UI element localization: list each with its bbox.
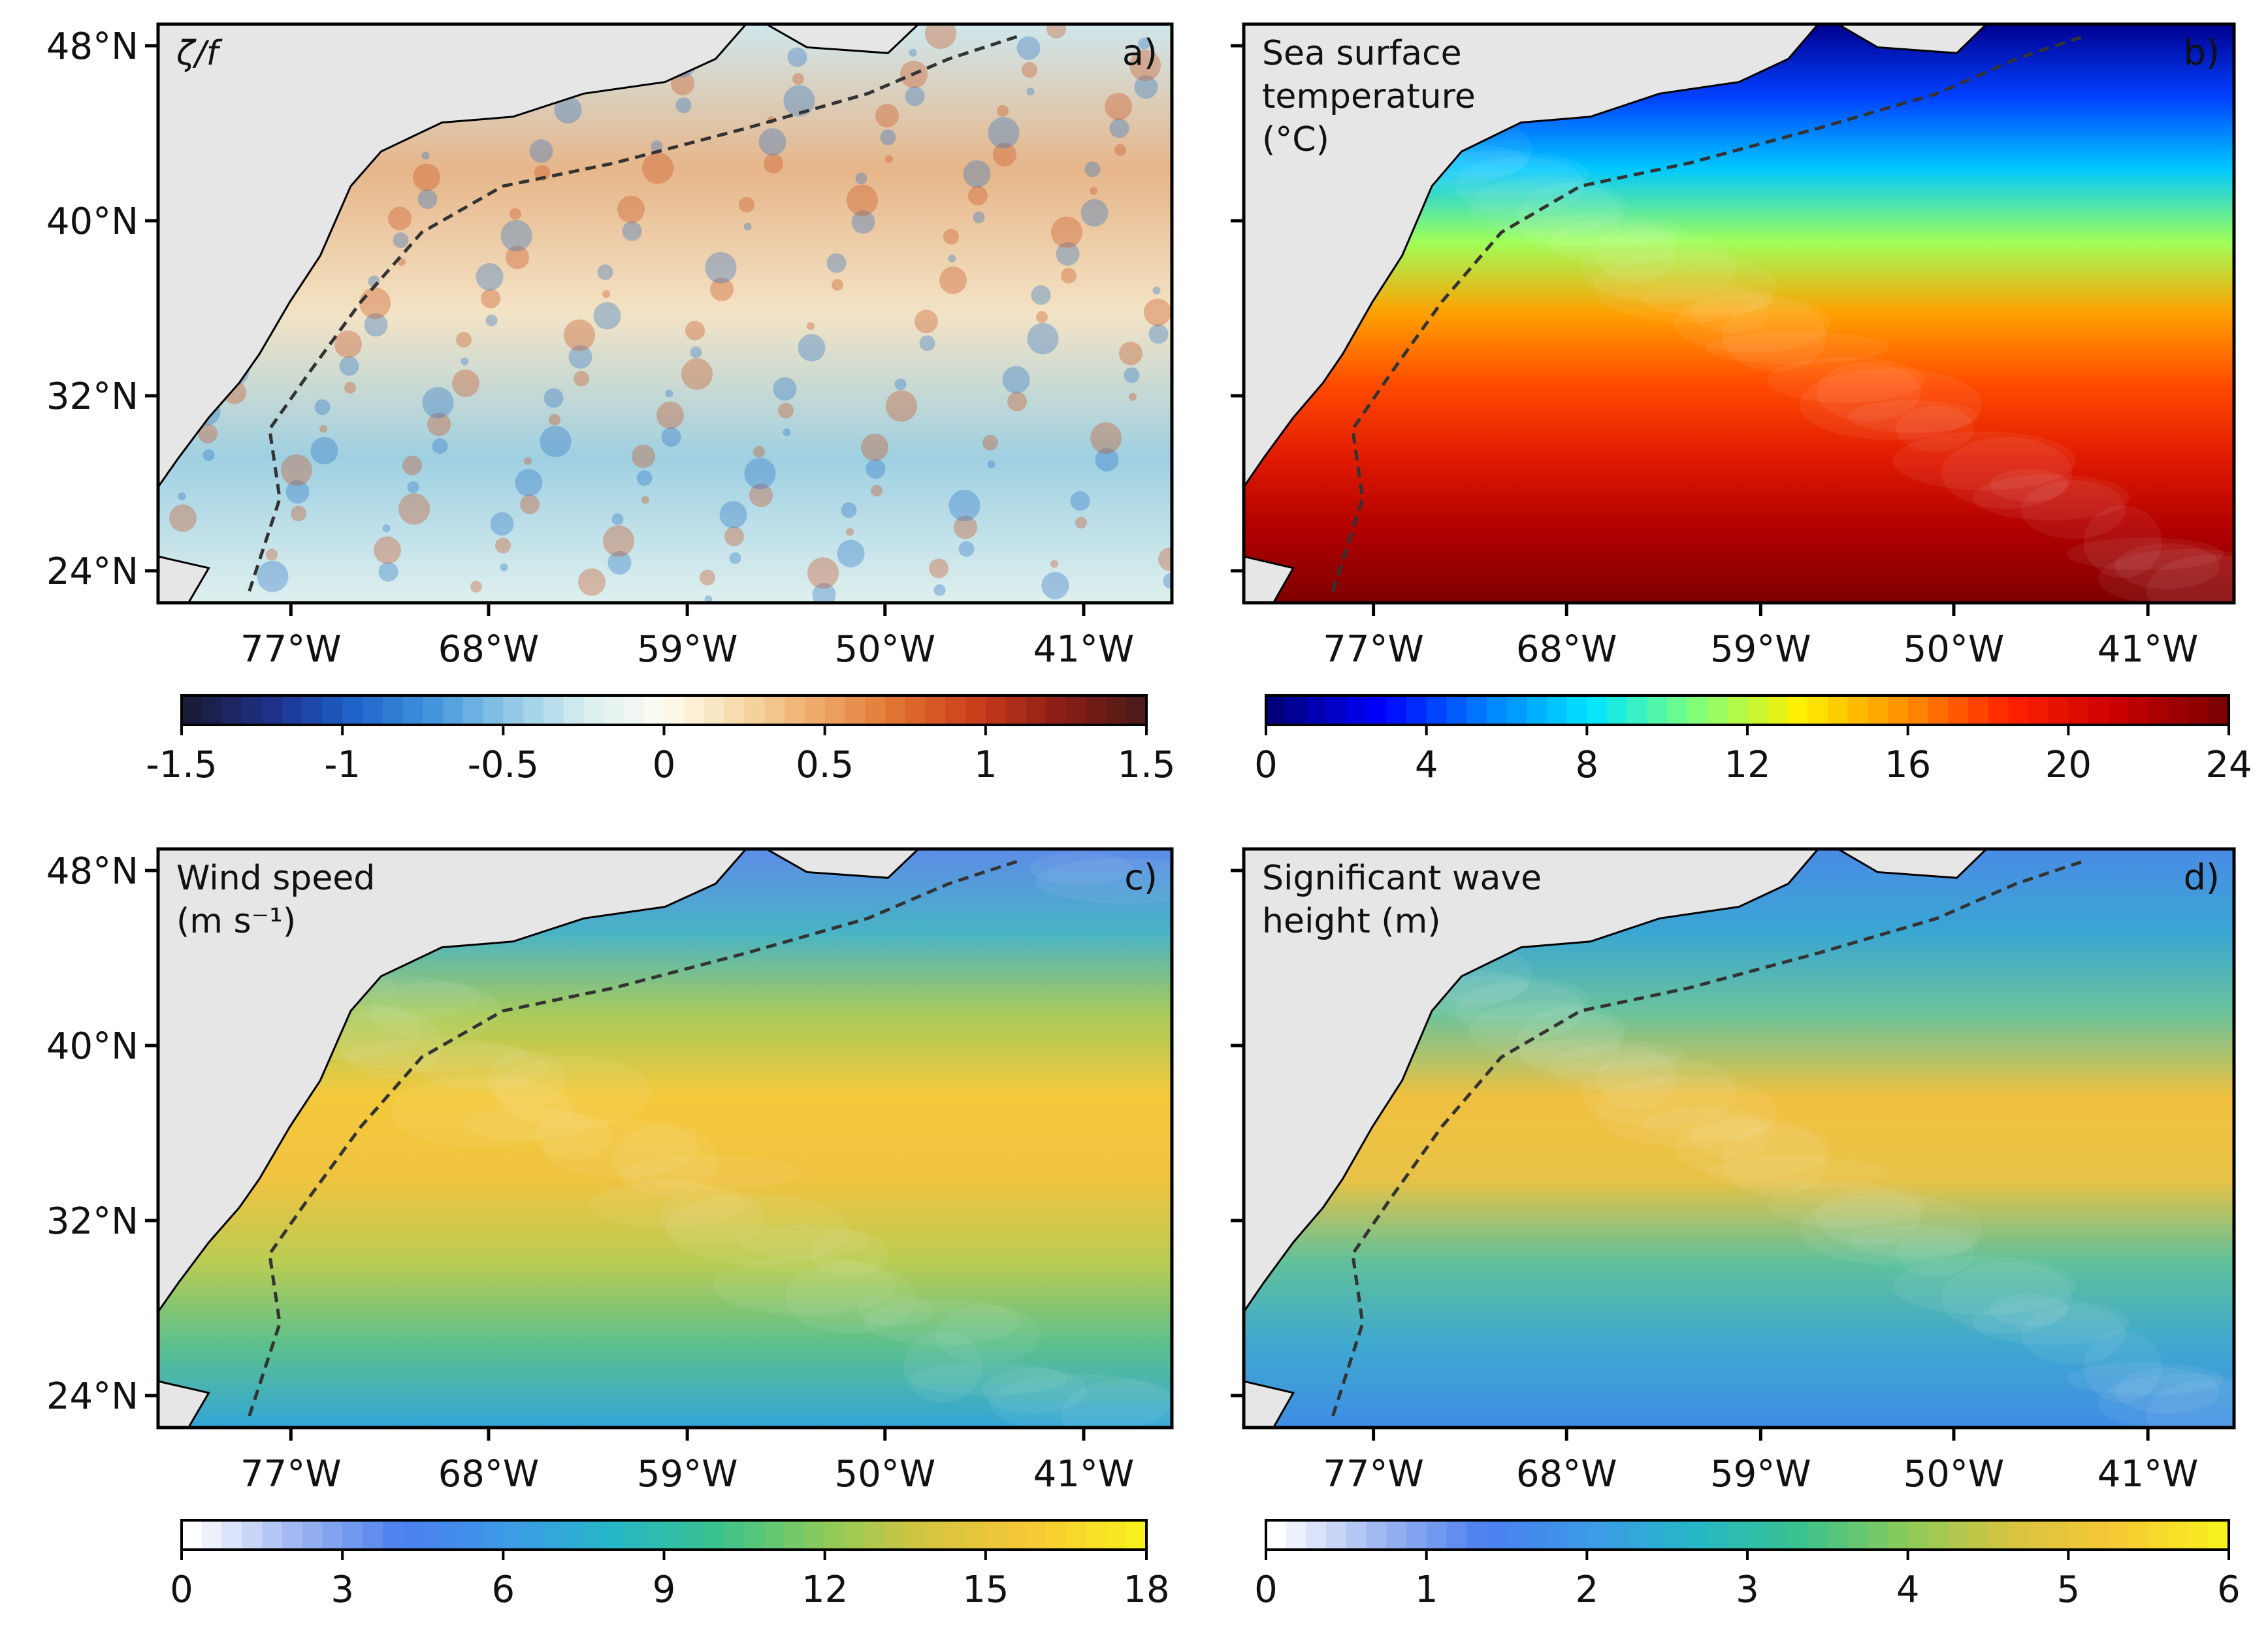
lat-tick-label: 32°N	[46, 1200, 138, 1243]
lon-tick-label: 59°W	[637, 628, 738, 671]
lon-tick-label: 77°W	[240, 1453, 342, 1495]
isobath-a	[248, 34, 1020, 592]
land-south-a	[158, 555, 210, 603]
panel-letter-c: c)	[1124, 857, 1158, 898]
colorbar-tick-label: -1	[324, 744, 361, 786]
colorbar-tick-label: 0.5	[796, 744, 854, 786]
lon-tick-label: 41°W	[2098, 628, 2199, 671]
map-frame-a	[156, 22, 1174, 605]
colorbar-tick-label: 12	[802, 1569, 848, 1611]
colorbar-a	[182, 695, 1147, 725]
isobath-d	[1331, 859, 2086, 1417]
isobath-c	[248, 859, 1020, 1417]
colorbar-d	[1266, 1520, 2229, 1550]
map-panel-d	[1244, 849, 2234, 1428]
lat-tick-label: 24°N	[46, 551, 138, 593]
colorbar-tick-label: 0	[1254, 744, 1278, 786]
panel-label-b: Sea surface	[1262, 34, 1462, 73]
colorbar-tick-label: 18	[1123, 1569, 1169, 1611]
colorbar-tick-label: 15	[962, 1569, 1009, 1611]
lon-tick-label: 41°W	[1033, 628, 1135, 671]
lon-tick-label: 59°W	[1710, 1453, 1811, 1495]
lon-tick-label: 41°W	[1033, 1453, 1135, 1495]
colorbar-tick-label: 1	[974, 744, 997, 786]
panel-label-c: Wind speed	[176, 859, 375, 898]
colorbar-tick-label: 16	[1885, 744, 1931, 786]
panel-label-a: ζ/f	[176, 34, 223, 73]
colorbar-tick-label: 8	[1576, 744, 1599, 786]
panel-letter-a: a)	[1122, 32, 1158, 73]
lon-tick-label: 68°W	[1516, 628, 1617, 671]
land-north-c	[764, 849, 920, 879]
lon-tick-label: 77°W	[1323, 628, 1424, 671]
colorbar-tick-label: 4	[1896, 1569, 1920, 1611]
lat-tick-label: 32°N	[46, 376, 138, 418]
panel-label-b: (°C)	[1262, 120, 1329, 159]
lon-tick-label: 68°W	[438, 1453, 540, 1495]
isobath-b	[1331, 34, 2086, 592]
colorbar-tick-label: 9	[653, 1569, 676, 1611]
colorbar-tick-label: 0	[1254, 1569, 1278, 1611]
lon-tick-label: 77°W	[1323, 1453, 1424, 1495]
lat-tick-label: 24°N	[46, 1375, 138, 1418]
panel-letter-d: d)	[2184, 857, 2220, 898]
colorbar-b	[1266, 695, 2229, 725]
colorbar-tick-label: 3	[1736, 1569, 1759, 1611]
lon-tick-label: 77°W	[240, 628, 342, 671]
lat-tick-label: 40°N	[46, 200, 138, 243]
colorbar-tick-label: 4	[1415, 744, 1438, 786]
land-b	[1244, 24, 1820, 489]
lat-tick-label: 40°N	[46, 1025, 138, 1068]
lon-tick-label: 50°W	[834, 628, 935, 671]
colorbar-tick-label: 0	[653, 744, 676, 786]
map-panel-c	[158, 849, 1172, 1428]
lat-tick-label: 48°N	[46, 850, 138, 893]
colorbar-tick-label: -1.5	[146, 744, 217, 786]
lon-tick-label: 68°W	[438, 628, 540, 671]
panel-label-b: temperature	[1262, 77, 1476, 116]
land-c	[158, 849, 748, 1314]
lon-tick-label: 41°W	[2098, 1453, 2199, 1495]
colorbar-tick-label: 1	[1415, 1569, 1438, 1611]
map-panel-a	[158, 24, 1172, 603]
colorbar-tick-label: 0	[170, 1569, 193, 1611]
map-frame-b	[1242, 22, 2236, 605]
colorbar-tick-label: 5	[2057, 1569, 2081, 1611]
panel-letter-b: b)	[2184, 32, 2220, 73]
land-south-d	[1244, 1380, 1295, 1428]
map-panel-b	[1244, 24, 2234, 603]
lat-tick-label: 48°N	[46, 25, 138, 68]
panel-label-c: (m s⁻¹)	[176, 902, 296, 941]
panel-label-d: height (m)	[1262, 902, 1441, 941]
colorbar-tick-label: 6	[492, 1569, 515, 1611]
land-north-d	[1836, 849, 1988, 879]
colorbar-tick-label: -0.5	[468, 744, 539, 786]
land-d	[1244, 849, 1820, 1314]
land-a	[158, 24, 748, 489]
lon-tick-label: 50°W	[1904, 1453, 2005, 1495]
colorbar-tick-label: 1.5	[1117, 744, 1175, 786]
colorbar-c	[182, 1520, 1147, 1550]
colorbar-tick-label: 20	[2045, 744, 2092, 786]
lon-tick-label: 59°W	[1710, 628, 1811, 671]
lon-tick-label: 59°W	[637, 1453, 738, 1495]
map-frame-c	[156, 847, 1174, 1430]
map-frame-d	[1242, 847, 2236, 1430]
lon-tick-label: 50°W	[1904, 628, 2005, 671]
panel-label-d: Significant wave	[1262, 859, 1542, 898]
colorbar-tick-label: 6	[2217, 1569, 2241, 1611]
lon-tick-label: 68°W	[1516, 1453, 1617, 1495]
colorbar-tick-label: 24	[2205, 744, 2252, 786]
colorbar-tick-label: 2	[1576, 1569, 1599, 1611]
land-north-b	[1836, 24, 1988, 54]
land-south-c	[158, 1380, 210, 1428]
colorbar-tick-label: 12	[1724, 744, 1770, 786]
land-north-a	[764, 24, 920, 54]
land-south-b	[1244, 555, 1295, 603]
colorbar-tick-label: 3	[331, 1569, 354, 1611]
lon-tick-label: 50°W	[834, 1453, 935, 1495]
